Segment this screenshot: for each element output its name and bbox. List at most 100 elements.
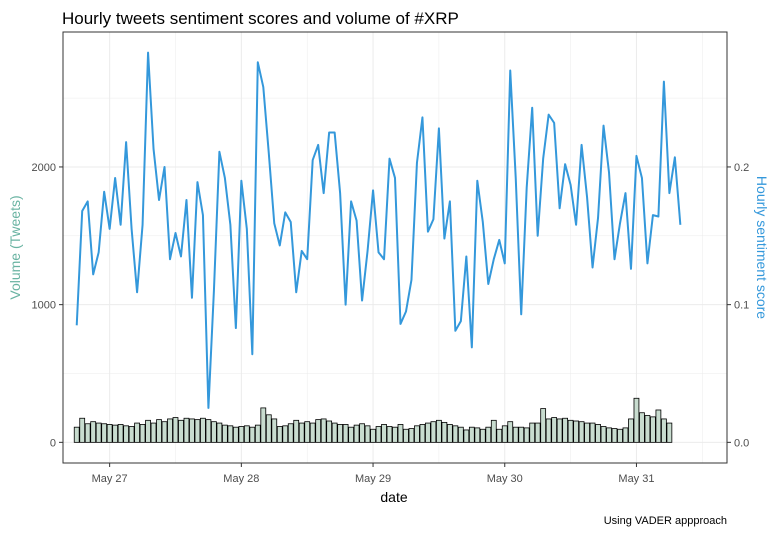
volume-bar (447, 424, 453, 443)
volume-bar (216, 422, 223, 443)
volume-bar (386, 426, 393, 443)
volume-bar (183, 417, 190, 443)
volume-bar (243, 425, 250, 443)
volume-bar (134, 422, 140, 443)
volume-bar (200, 417, 206, 443)
volume-bar (441, 421, 448, 443)
y-right-tick-label: 0.0 (734, 437, 749, 449)
x-axis-title: date (380, 489, 407, 505)
volume-bar (211, 421, 217, 443)
volume-bar (282, 425, 289, 443)
volume-bar (150, 422, 157, 443)
volume-bar (573, 420, 579, 443)
y-left-tick-label: 0 (50, 437, 56, 449)
volume-bar (337, 424, 343, 443)
volume-bar (232, 426, 239, 443)
volume-bar (178, 419, 184, 443)
panel-border (62, 31, 728, 464)
volume-bar (666, 422, 673, 443)
volume-bar (430, 421, 437, 443)
y-right-tick-label: 0.2 (734, 162, 749, 174)
volume-bar (359, 423, 365, 443)
volume-bar (622, 427, 629, 443)
volume-bar (375, 426, 382, 443)
volume-bar (606, 427, 612, 443)
volume-bar (600, 426, 607, 443)
volume-bar (293, 419, 300, 443)
volume-bar (315, 419, 322, 443)
volume-bar (655, 409, 662, 443)
volume-bar (123, 425, 129, 443)
volume-bar (342, 424, 349, 443)
volume-bar (276, 426, 283, 443)
volume-bar (589, 422, 596, 443)
volume-bar (194, 419, 201, 443)
volume-bar (545, 418, 552, 443)
volume-bar (468, 426, 475, 443)
volume-bar (84, 423, 91, 443)
volume-bar (556, 418, 563, 443)
x-tick-label: May 31 (618, 473, 654, 485)
volume-bar (271, 418, 278, 443)
volume-bar (551, 417, 558, 443)
volume-bar (617, 428, 623, 443)
volume-bar (633, 397, 640, 443)
volume-bar (457, 426, 464, 443)
volume-bar (534, 422, 541, 443)
volume-bar (595, 424, 601, 443)
volume-bar (156, 419, 162, 443)
volume-bar (167, 418, 173, 443)
volume-bar (287, 423, 294, 443)
volume-bar (397, 424, 404, 443)
chart-title: Hourly tweets sentiment scores and volum… (62, 9, 459, 28)
volume-bar (408, 428, 415, 443)
volume-bar (567, 419, 574, 443)
volume-bar (238, 426, 245, 443)
volume-bar (227, 425, 234, 443)
x-tick-label: May 29 (355, 473, 391, 485)
volume-bar (249, 426, 256, 443)
sentiment-line (75, 51, 682, 409)
volume-bar (540, 408, 547, 443)
volume-bar (584, 422, 590, 443)
volume-bar (265, 414, 272, 443)
volume-bar (95, 422, 102, 443)
volume-bar (320, 418, 327, 443)
volume-bar (298, 422, 305, 443)
volume-bar (452, 425, 459, 443)
volume-bar (419, 424, 426, 443)
volume-bar (650, 416, 656, 443)
volume-bar (644, 415, 651, 443)
volume-bar (145, 419, 151, 443)
volume-bar (331, 422, 338, 443)
volume-bar (106, 424, 113, 443)
volume-bar (628, 418, 634, 443)
y-left-tick-label: 1000 (32, 300, 56, 312)
volume-bar (79, 417, 86, 443)
chart-caption: Using VADER appproach (604, 515, 727, 527)
volume-bar (364, 425, 371, 443)
grid (63, 32, 727, 463)
volume-bar (381, 424, 387, 443)
volume-bar (463, 429, 470, 443)
volume-bar (73, 426, 80, 443)
volume-bar (639, 412, 645, 443)
volume-bar (90, 421, 97, 443)
axes: 0 1000 2000 0.0 0.1 0.2 May 27 May 28 May 29 May … (32, 162, 750, 485)
volume-bar (326, 420, 333, 443)
volume-bar (523, 427, 530, 443)
y-left-tick-label: 2000 (32, 162, 56, 174)
volume-bar (304, 421, 311, 443)
volume-bar (189, 418, 195, 443)
volume-bar (490, 419, 497, 443)
volume-bar (392, 426, 398, 443)
volume-bar (370, 428, 376, 443)
volume-bar (425, 422, 431, 443)
volume-bar (578, 421, 585, 443)
volume-bar (309, 422, 316, 443)
volume-bar (101, 423, 108, 443)
volume-bar (172, 417, 179, 443)
volume-bar (254, 424, 261, 443)
volume-bar (222, 424, 228, 443)
